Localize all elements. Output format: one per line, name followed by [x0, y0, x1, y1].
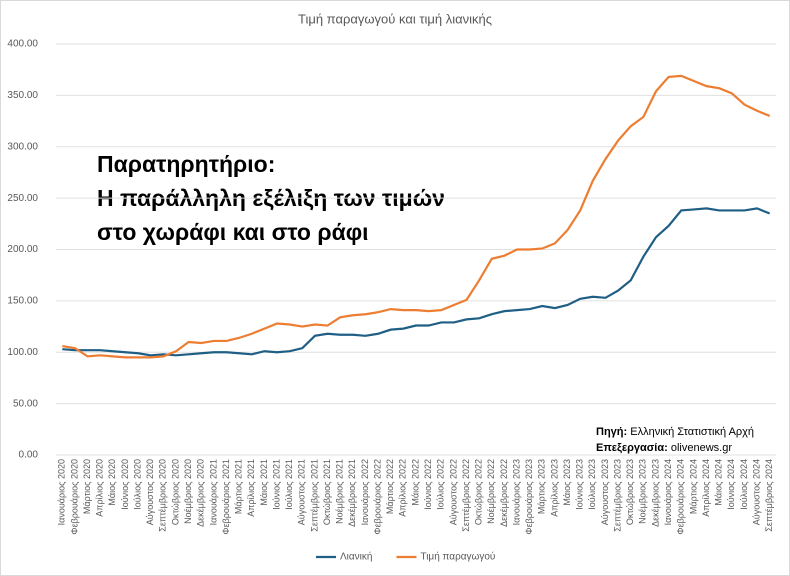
- x-tick-label: Ιούνιος 2020: [120, 459, 130, 510]
- x-tick-label: Ιανουάριος 2023: [511, 459, 521, 525]
- y-tick-label: 100.00: [7, 347, 38, 358]
- x-tick-label: Οκτώβριος 2020: [170, 459, 180, 525]
- x-tick-label: Απρίλιος 2023: [549, 459, 559, 517]
- x-tick-label: Μάιος 2023: [562, 459, 572, 506]
- x-tick-label: Σεπτέμβριος 2023: [612, 459, 622, 532]
- x-tick-label: Νοέμβριος 2022: [486, 459, 496, 524]
- processing-label: Επεξεργασία:: [596, 442, 668, 454]
- x-tick-label: Φεβρουάριος 2024: [676, 459, 686, 535]
- x-tick-label: Μάρτιος 2024: [688, 459, 698, 514]
- x-tick-label: Φεβρουάριος 2022: [372, 459, 382, 535]
- x-tick-label: Δεκέμβριος 2022: [499, 459, 509, 527]
- source-text: Ελληνική Στατιστική Αρχή: [630, 426, 754, 438]
- processing-text: olivenews.gr: [671, 442, 732, 454]
- x-tick-label: Ιούνιος 2023: [575, 459, 585, 510]
- x-tick-label: Ιούνιος 2022: [423, 459, 433, 510]
- x-tick-label: Ιούνιος 2021: [271, 459, 281, 510]
- source: Πηγή: Ελληνική Στατιστική Αρχή: [596, 426, 754, 438]
- x-tick-label: Μάρτιος 2023: [537, 459, 547, 514]
- annotation: στο χωράφι και στο ράφι: [97, 219, 369, 245]
- y-tick-label: 400.00: [7, 39, 38, 50]
- x-tick-label: Φεβρουάριος 2020: [69, 459, 79, 535]
- x-tick-label: Δεκέμβριος 2021: [347, 459, 357, 527]
- x-tick-label: Αύγουστος 2020: [145, 459, 155, 525]
- x-tick-label: Αύγουστος 2022: [448, 459, 458, 525]
- y-tick-label: 200.00: [7, 244, 38, 255]
- x-tick-label: Μάιος 2022: [410, 459, 420, 506]
- series-line: [62, 74, 771, 359]
- x-tick-label: Φεβρουάριος 2021: [221, 459, 231, 535]
- x-tick-label: Ιούλιος 2020: [132, 459, 142, 510]
- x-tick-label: Μάιος 2020: [107, 459, 117, 506]
- x-tick-label: Μάρτιος 2021: [234, 459, 244, 514]
- x-tick-label: Αύγουστος 2021: [297, 459, 307, 525]
- x-tick-label: Αύγουστος 2023: [600, 459, 610, 525]
- x-tick-label: Νοέμβριος 2021: [335, 459, 345, 524]
- y-tick-label: 300.00: [7, 141, 38, 152]
- x-tick-label: Αύγουστος 2024: [751, 459, 761, 525]
- x-tick-label: Νοέμβριος 2023: [638, 459, 648, 524]
- x-tick-label: Ιανουάριος 2024: [663, 459, 673, 525]
- x-tick-label: Μάιος 2021: [259, 459, 269, 506]
- x-tick-label: Σεπτέμβριος 2024: [764, 459, 774, 532]
- y-tick-label: 0.00: [19, 450, 39, 461]
- x-tick-label: Μάρτιος 2022: [385, 459, 395, 514]
- x-tick-label: Ιούλιος 2023: [587, 459, 597, 510]
- x-tick-label: Ιανουάριος 2022: [360, 459, 370, 525]
- annotation: Παρατηρητήριο:: [97, 151, 275, 177]
- x-tick-label: Μάρτιος 2020: [82, 459, 92, 514]
- x-tick-label: Δεκέμβριος 2023: [650, 459, 660, 527]
- y-tick-label: 350.00: [7, 90, 38, 101]
- x-tick-label: Ιούλιος 2024: [739, 459, 749, 510]
- y-tick-label: 150.00: [7, 296, 38, 307]
- x-tick-label: Οκτώβριος 2023: [625, 459, 635, 525]
- x-tick-label: Ιούλιος 2021: [284, 459, 294, 510]
- x-tick-label: Φεβρουάριος 2023: [524, 459, 534, 535]
- x-tick-label: Απρίλιος 2020: [95, 459, 105, 517]
- x-tick-label: Δεκέμβριος 2020: [196, 459, 206, 527]
- x-tick-label: Σεπτέμβριος 2020: [158, 459, 168, 532]
- x-tick-label: Νοέμβριος 2020: [183, 459, 193, 524]
- x-tick-label: Σεπτέμβριος 2022: [461, 459, 471, 532]
- source-label: Πηγή:: [596, 426, 627, 438]
- x-tick-label: Οκτώβριος 2022: [474, 459, 484, 525]
- processing: Επεξεργασία: olivenews.gr: [596, 442, 732, 454]
- chart-title: Τιμή παραγωγού και τιμή λιανικής: [298, 11, 492, 26]
- y-tick-label: 250.00: [7, 193, 38, 204]
- series-line: [62, 207, 771, 357]
- x-tick-label: Ιούνιος 2024: [726, 459, 736, 510]
- x-tick-label: Ιανουάριος 2021: [208, 459, 218, 525]
- x-tick-label: Οκτώβριος 2021: [322, 459, 332, 525]
- x-tick-label: Απρίλιος 2021: [246, 459, 256, 517]
- x-tick-label: Μάιος 2024: [714, 459, 724, 506]
- x-tick-label: Απρίλιος 2022: [398, 459, 408, 517]
- x-tick-label: Σεπτέμβριος 2021: [309, 459, 319, 532]
- legend-label: Λιανική: [340, 551, 372, 563]
- x-tick-label: Ιανουάριος 2020: [57, 459, 67, 525]
- y-tick-label: 50.00: [13, 398, 38, 409]
- x-tick-label: Ιούλιος 2022: [436, 459, 446, 510]
- x-tick-label: Απρίλιος 2024: [701, 459, 711, 517]
- legend-label: Τιμή παραγωγού: [420, 551, 495, 563]
